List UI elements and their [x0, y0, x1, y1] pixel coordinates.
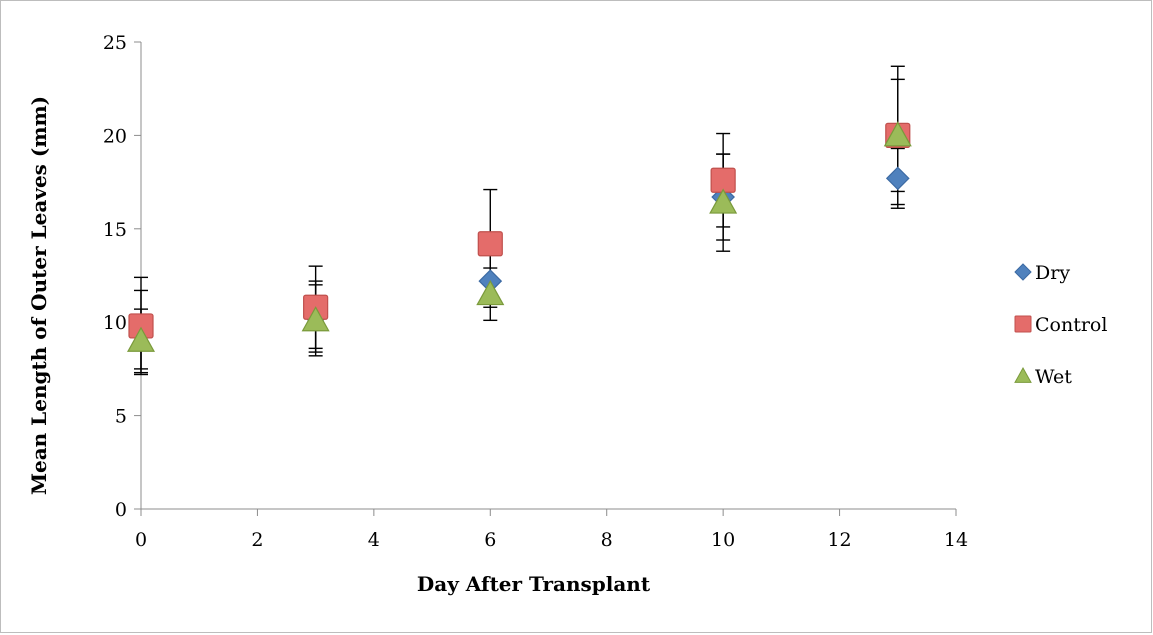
y-tick-label: 5	[115, 406, 127, 428]
dry-point	[885, 166, 910, 191]
axes: 0 5 10 15 20 25 0 2 4 6 8 10 12 14	[103, 32, 968, 551]
wet-point	[126, 326, 156, 352]
x-tick-label: 10	[711, 529, 735, 551]
legend-item-control: Control	[1014, 314, 1107, 336]
legend-item-dry: Dry	[1014, 262, 1070, 284]
control-point	[477, 231, 503, 257]
x-tick-label: 12	[827, 529, 851, 551]
x-tick-label: 2	[251, 529, 263, 551]
x-axis-title: Day After Transplant	[417, 572, 651, 596]
dry-legend-label: Dry	[1035, 262, 1070, 284]
y-tick-label: 10	[103, 312, 127, 334]
data-markers	[126, 121, 912, 352]
y-tick-label: 0	[115, 499, 127, 521]
x-tick-label: 0	[135, 529, 147, 551]
wet-point	[883, 121, 912, 147]
y-tick-label: 20	[103, 125, 127, 147]
wet-legend-label: Wet	[1035, 366, 1072, 388]
wet-point	[301, 306, 330, 332]
x-tick-label: 14	[944, 529, 968, 551]
y-axis-title: Mean Length of Outer Leaves (mm)	[27, 96, 51, 495]
x-tick-label: 4	[368, 529, 380, 551]
dry-legend-icon	[1014, 263, 1032, 281]
error-bars	[134, 65, 905, 376]
y-tick-label: 15	[103, 219, 127, 241]
control-legend-icon	[1014, 315, 1032, 333]
wet-legend-icon	[1014, 366, 1032, 383]
x-tick-label: 8	[601, 529, 613, 551]
control-legend-label: Control	[1035, 314, 1107, 336]
wet-point	[476, 279, 505, 306]
legend: Dry Control Wet	[1014, 262, 1107, 388]
wet-point	[709, 188, 738, 214]
y-tick-label: 25	[103, 32, 127, 54]
x-tick-label: 6	[484, 529, 496, 551]
legend-item-wet: Wet	[1014, 366, 1072, 388]
